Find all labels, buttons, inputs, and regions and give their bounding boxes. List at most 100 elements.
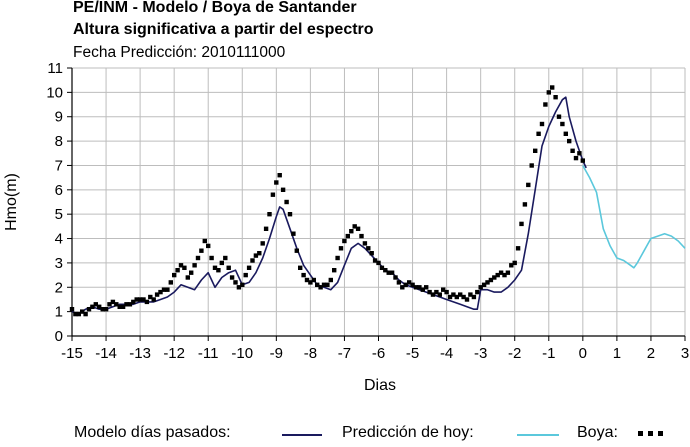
chart-title-line2: Altura significativa a partir del espect… xyxy=(73,21,374,38)
x-tick-label: -2 xyxy=(508,345,521,362)
buoy-point xyxy=(311,277,316,283)
buoy-point xyxy=(580,158,585,163)
buoy-point xyxy=(158,289,163,295)
buoy-point xyxy=(335,255,340,261)
buoy-point xyxy=(369,251,374,256)
buoy-point xyxy=(345,233,350,239)
buoy-point xyxy=(454,294,459,300)
buoy-point xyxy=(413,285,419,290)
buoy-point xyxy=(352,224,357,229)
buoy-point xyxy=(424,285,429,290)
legend-model-label: Modelo días pasados: xyxy=(74,424,231,441)
buoy-point xyxy=(529,163,534,168)
buoy-point xyxy=(274,180,279,185)
buoy-point xyxy=(468,292,473,297)
buoy-point xyxy=(236,285,242,290)
buoy-point xyxy=(349,229,354,234)
buoy-point xyxy=(372,258,378,263)
buoy-point xyxy=(280,187,286,192)
buoy-point xyxy=(393,275,398,280)
chart-subtitle: Fecha Predicción: 2010111000 xyxy=(73,44,286,61)
legend: Modelo días pasados: Predicción de hoy: … xyxy=(0,422,690,446)
buoy-point xyxy=(441,287,446,292)
buoy-point xyxy=(277,173,282,178)
x-tick-label: -11 xyxy=(198,345,219,362)
buoy-point xyxy=(498,270,504,275)
y-tick-label: 0 xyxy=(55,328,63,345)
buoy-point xyxy=(192,263,197,268)
x-tick-label: 3 xyxy=(681,345,689,362)
legend-buoy-swatch xyxy=(638,431,663,436)
buoy-point xyxy=(175,268,180,273)
buoy-point xyxy=(103,307,109,312)
series-model xyxy=(71,96,587,315)
buoy-point xyxy=(80,309,85,314)
buoy-point xyxy=(362,241,368,246)
buoy-point xyxy=(366,246,371,251)
buoy-point xyxy=(492,275,497,280)
buoy-point xyxy=(243,272,248,278)
buoy-point xyxy=(144,299,150,305)
buoy-point xyxy=(69,307,75,312)
buoy-point xyxy=(229,275,235,280)
buoy-point xyxy=(481,282,487,287)
buoy-point xyxy=(396,280,402,285)
x-tick-label: 0 xyxy=(579,345,587,362)
wave-height-chart: -15 -14 -13 -12 -11 -10 -9 -8 -7 -6 -5 -4 -3 -2 -1 0 1 2 3… xyxy=(3,60,689,394)
buoy-point xyxy=(240,282,245,287)
x-tick-label: -6 xyxy=(372,345,385,362)
buoy-point xyxy=(495,272,500,278)
buoy-point xyxy=(100,307,105,312)
buoy-point xyxy=(386,270,391,275)
buoy-point xyxy=(502,272,507,278)
buoy-point xyxy=(212,265,218,270)
legend-forecast-swatch xyxy=(517,434,559,436)
buoy-point xyxy=(328,277,333,283)
buoy-point xyxy=(226,265,231,270)
buoy-point xyxy=(206,243,211,249)
x-tick-label: -7 xyxy=(338,345,351,362)
buoy-point xyxy=(315,282,320,287)
axes xyxy=(67,67,686,341)
buoy-point xyxy=(563,131,568,136)
buoy-point xyxy=(165,287,170,292)
buoy-point xyxy=(567,138,572,144)
buoy-point xyxy=(355,226,361,231)
buoy-point xyxy=(403,282,408,287)
buoy-point xyxy=(117,304,122,309)
x-tick-label: -13 xyxy=(129,345,151,362)
y-tick-label: 11 xyxy=(47,60,63,77)
buoy-point xyxy=(76,311,81,317)
buoy-point xyxy=(308,280,313,285)
buoy-point xyxy=(417,285,422,290)
buoy-point xyxy=(471,294,477,300)
buoy-point xyxy=(464,297,470,302)
buoy-point xyxy=(223,255,228,261)
y-tick-label: 10 xyxy=(46,84,63,101)
y-axis-label: Hmo(m) xyxy=(3,173,20,231)
x-tick-label: -10 xyxy=(231,345,253,362)
buoy-point xyxy=(318,285,323,290)
y-tick-label: 4 xyxy=(55,231,63,248)
buoy-point xyxy=(253,253,259,258)
buoy-point xyxy=(287,212,293,217)
buoy-point xyxy=(233,280,238,285)
x-tick-label: -14 xyxy=(95,345,117,362)
y-tick-label: 1 xyxy=(55,304,63,321)
x-tick-label: 1 xyxy=(613,345,621,362)
buoy-point xyxy=(182,265,187,270)
buoy-point xyxy=(172,272,177,278)
legend-model-swatch xyxy=(282,434,322,436)
buoy-point xyxy=(151,297,156,302)
legend-forecast-label: Predicción de hoy: xyxy=(342,424,474,441)
buoy-point xyxy=(533,148,538,153)
y-tick-label: 8 xyxy=(55,133,63,150)
buoy-point xyxy=(154,292,160,297)
buoy-point xyxy=(257,251,262,256)
buoy-point xyxy=(161,287,167,292)
x-axis-label: Dias xyxy=(364,377,396,394)
buoy-point xyxy=(291,231,296,236)
buoy-point xyxy=(458,292,463,297)
buoy-point xyxy=(536,131,541,136)
buoy-point xyxy=(383,268,388,273)
